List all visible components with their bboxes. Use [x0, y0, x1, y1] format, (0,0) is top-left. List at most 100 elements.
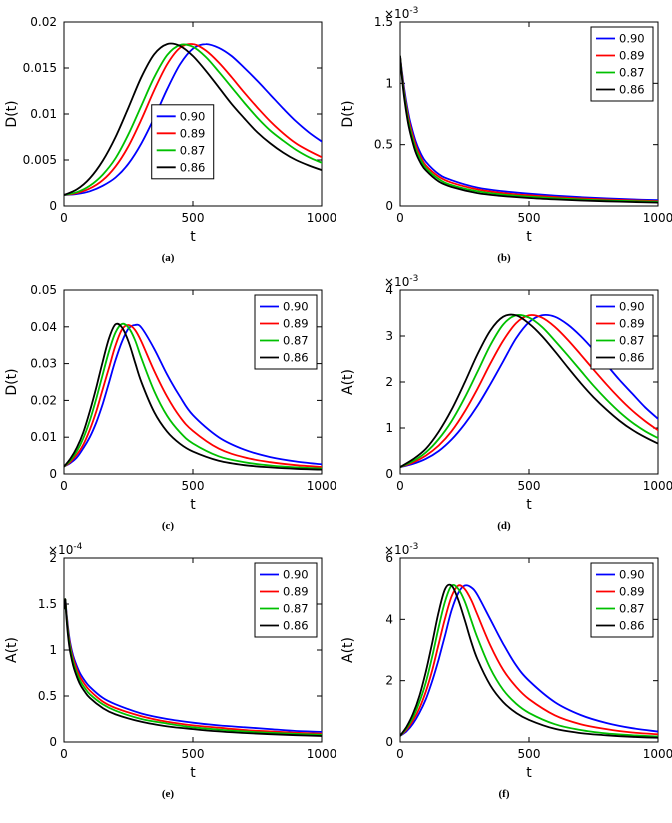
series-line-0.90	[400, 314, 658, 468]
caption-d: (d)	[497, 520, 511, 532]
legend-label: 0.89	[619, 49, 645, 63]
x-tick-label: 1000	[643, 211, 672, 225]
y-tick-label: 0.02	[30, 393, 57, 407]
y-tick-label: 0	[385, 735, 393, 749]
legend: 0.90 0.89 0.87 0.86	[590, 26, 654, 102]
subplot-c: 0 500 1000 0 0.01 0.02 0.03 0.04 0.05 D(t) t 0.90 0.…	[0, 274, 336, 542]
legend-label: 0.87	[283, 334, 309, 348]
y-tick-label: 2	[385, 674, 393, 688]
chart-e: 0 500 100000.511.52×10-4A(t)t0.900.890.870…	[4, 542, 336, 781]
series-line-0.86	[64, 322, 322, 471]
legend-label: 0.90	[619, 32, 645, 46]
x-tick-label: 500	[518, 747, 541, 761]
x-tick-label: 0	[396, 479, 404, 493]
y-axis-label: D(t)	[4, 100, 20, 127]
tick-marks	[63, 21, 323, 207]
tick-marks	[399, 21, 659, 207]
tick-labels: 0 500 1000 0 1 2 3 4	[385, 283, 672, 493]
chart-a: 0 500 1000 0 0.005 0.01 0.015 0.02 D(t) t 0.90 0.89…	[4, 15, 336, 245]
legend: 0.90 0.89 0.87 0.86	[151, 104, 215, 180]
x-axis-label: t	[526, 765, 532, 781]
y-tick-label: 0.5	[374, 138, 393, 152]
x-axis-label: t	[190, 765, 196, 781]
legend-label: 0.89	[619, 317, 645, 331]
legend-label: 0.86	[283, 351, 309, 365]
legend: 0.90 0.89 0.87 0.86	[254, 294, 318, 370]
series-line-0.87	[400, 313, 658, 468]
series-line-0.86	[400, 583, 658, 739]
y-tick-label: 1	[385, 76, 393, 90]
y-tick-label: 1	[385, 421, 393, 435]
y-tick-label: 0.03	[30, 357, 57, 371]
y-tick-label: 0.04	[30, 320, 57, 334]
legend-label: 0.87	[619, 334, 645, 348]
series-line-0.86	[400, 313, 658, 468]
x-tick-label: 0	[396, 211, 404, 225]
y-tick-label: 0.01	[30, 430, 57, 444]
legend-label: 0.90	[180, 109, 206, 123]
legend-label: 0.89	[283, 317, 309, 331]
series-line-0.87	[64, 43, 322, 196]
caption-b: (b)	[497, 252, 511, 264]
series-group	[64, 598, 322, 737]
series-group	[64, 322, 322, 471]
y-tick-label: 0.015	[23, 61, 57, 75]
legend-label: 0.87	[180, 143, 206, 157]
y-tick-label: 0.05	[30, 283, 57, 297]
series-line-0.86	[64, 598, 322, 737]
y-tick-label: 1.5	[374, 15, 393, 29]
series-line-0.86	[400, 55, 658, 204]
series-group	[400, 55, 658, 204]
series-line-0.90	[400, 584, 658, 737]
chart-d: 0 500 1000 0 1 2 3 4×10-3 A(t) t 0.90 0.89 0.87 0.86	[340, 274, 672, 513]
tick-labels: 0 500 1000 0 2 4 6	[385, 551, 672, 761]
legend-label: 0.86	[283, 619, 309, 633]
legend-label: 0.86	[619, 83, 645, 97]
y-exponent-label: ×10-3	[384, 6, 418, 21]
y-tick-label: 4	[385, 283, 393, 297]
y-tick-label: 0	[385, 467, 393, 481]
chart-b: 0 500 100000.511.5×10-3D(t)t0.900.890.870.…	[340, 6, 672, 245]
x-tick-label: 1000	[643, 747, 672, 761]
y-tick-label: 0.02	[30, 15, 57, 29]
y-tick-label: 1	[49, 643, 57, 657]
legend-label: 0.87	[619, 66, 645, 80]
legend-label: 0.89	[619, 585, 645, 599]
x-axis-label: t	[526, 229, 532, 245]
subplot-b: 0 500 1000 0 0.5 1 1.5 ×10-3 D(t) t 0.90 0.89 0.87 0.…	[336, 6, 672, 274]
x-tick-label: 500	[182, 211, 205, 225]
y-axis-label: D(t)	[4, 368, 20, 395]
legend-label: 0.86	[619, 351, 645, 365]
series-group	[64, 42, 322, 196]
legend-label: 0.87	[283, 602, 309, 616]
y-tick-label: 0.01	[30, 107, 57, 121]
legend: 0.90 0.89 0.87 0.86	[254, 562, 318, 638]
series-line-0.89	[400, 584, 658, 737]
y-tick-label: 1.5	[38, 597, 57, 611]
y-exponent-label: ×10-3	[384, 274, 418, 289]
tick-marks	[399, 289, 659, 475]
y-tick-label: 0	[49, 735, 57, 749]
x-tick-label: 1000	[307, 479, 336, 493]
y-tick-label: 3	[385, 329, 393, 343]
series-line-0.87	[64, 322, 322, 470]
subplot-e: 0 500 1000 0 0.5 1 1.5 2 ×10-4 A(t) t 0.90 0.89 0.87 0…	[0, 542, 336, 810]
y-axis-label: A(t)	[340, 369, 356, 395]
x-axis-label: t	[526, 497, 532, 513]
legend: 0.90 0.89 0.87 0.86	[590, 294, 654, 370]
y-tick-label: 0.5	[38, 689, 57, 703]
y-axis-label: A(t)	[340, 637, 356, 663]
y-tick-label: 2	[49, 551, 57, 565]
x-tick-label: 500	[518, 211, 541, 225]
y-axis-label: A(t)	[4, 637, 20, 663]
chart-f: 0 500 1000 0 2 4 6×10-3 A(t) t 0.90 0.89 0.87 0.86	[340, 542, 672, 781]
y-tick-label: 4	[385, 612, 393, 626]
subplot-f: 0 500 1000 0 2 4 6 ×10-3 A(t) t 0.90 0.89 0.87 0.86 (…	[336, 542, 672, 810]
y-tick-label: 0	[49, 467, 57, 481]
series-group	[400, 583, 658, 739]
x-axis-label: t	[190, 497, 196, 513]
series-group	[400, 313, 658, 468]
x-tick-label: 1000	[307, 211, 336, 225]
tick-marks	[63, 557, 323, 743]
legend-label: 0.90	[283, 568, 309, 582]
